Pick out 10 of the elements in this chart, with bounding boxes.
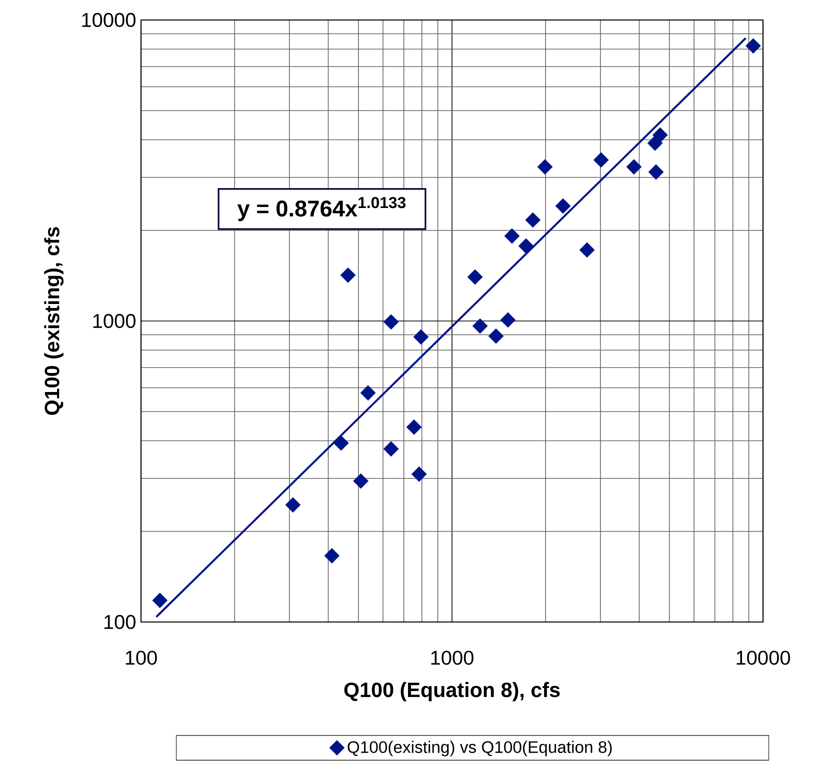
y-axis-title: Q100 (existing), cfs (44, 227, 64, 415)
y-tick-label: 100 (104, 614, 136, 630)
y-tick-label: 1000 (93, 314, 136, 328)
y-tick-label: 10000 (82, 12, 136, 28)
x-tick-label: 1000 (431, 650, 474, 665)
legend-label: Q100(existing) vs Q100(Equation 8) (348, 740, 612, 756)
x-tick-label: 10000 (736, 650, 790, 665)
x-tick-label: 100 (126, 650, 157, 665)
text: y = 0.8764x$^{1.0133}$ (237, 196, 406, 222)
x-axis-title: Q100 (Equation 8), cfs (344, 682, 560, 702)
